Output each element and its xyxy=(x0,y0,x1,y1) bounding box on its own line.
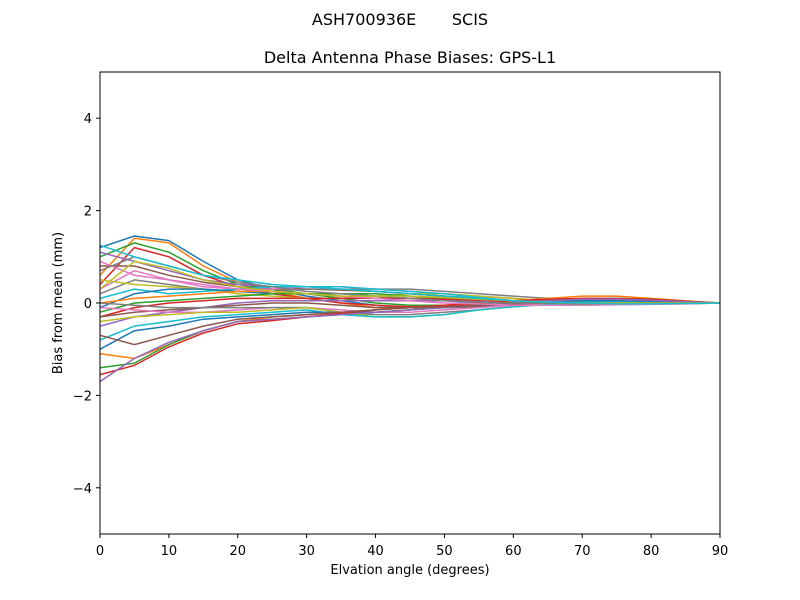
y-tick-label: 4 xyxy=(84,112,92,127)
x-axis-ticks: 0 10 20 30 40 50 60 70 80 90 xyxy=(96,534,728,559)
y-tick-label: 2 xyxy=(84,205,92,220)
y-tick-label: 0 xyxy=(84,297,92,312)
x-axis-label: Elvation angle (degrees) xyxy=(330,563,489,578)
x-tick-label: 10 xyxy=(161,544,178,559)
y-axis-label: Bias from mean (mm) xyxy=(51,232,66,374)
y-tick-label: −4 xyxy=(73,482,92,497)
chart-title: Delta Antenna Phase Biases: GPS-L1 xyxy=(263,48,557,67)
series-line-25 xyxy=(99,298,721,383)
x-tick-label: 60 xyxy=(505,544,522,559)
y-tick-label: −2 xyxy=(73,389,92,404)
x-tick-label: 20 xyxy=(230,544,247,559)
series-line-30 xyxy=(99,244,721,305)
series-line-20 xyxy=(99,300,721,341)
x-tick-label: 90 xyxy=(712,544,729,559)
x-tick-label: 30 xyxy=(298,544,315,559)
series-line-29 xyxy=(99,260,720,304)
series-lines xyxy=(99,235,721,383)
x-tick-label: 80 xyxy=(643,544,660,559)
suptitle-radome: SCIS xyxy=(451,10,489,29)
figure-suptitle: ASH700936E SCIS xyxy=(0,10,800,29)
x-tick-label: 0 xyxy=(96,544,104,559)
series-line-27 xyxy=(99,260,721,307)
x-tick-label: 40 xyxy=(367,544,384,559)
x-tick-label: 70 xyxy=(574,544,591,559)
y-axis-ticks: −4 −2 0 2 4 xyxy=(73,112,100,497)
x-tick-label: 50 xyxy=(436,544,453,559)
suptitle-antenna: ASH700936E xyxy=(311,10,417,29)
